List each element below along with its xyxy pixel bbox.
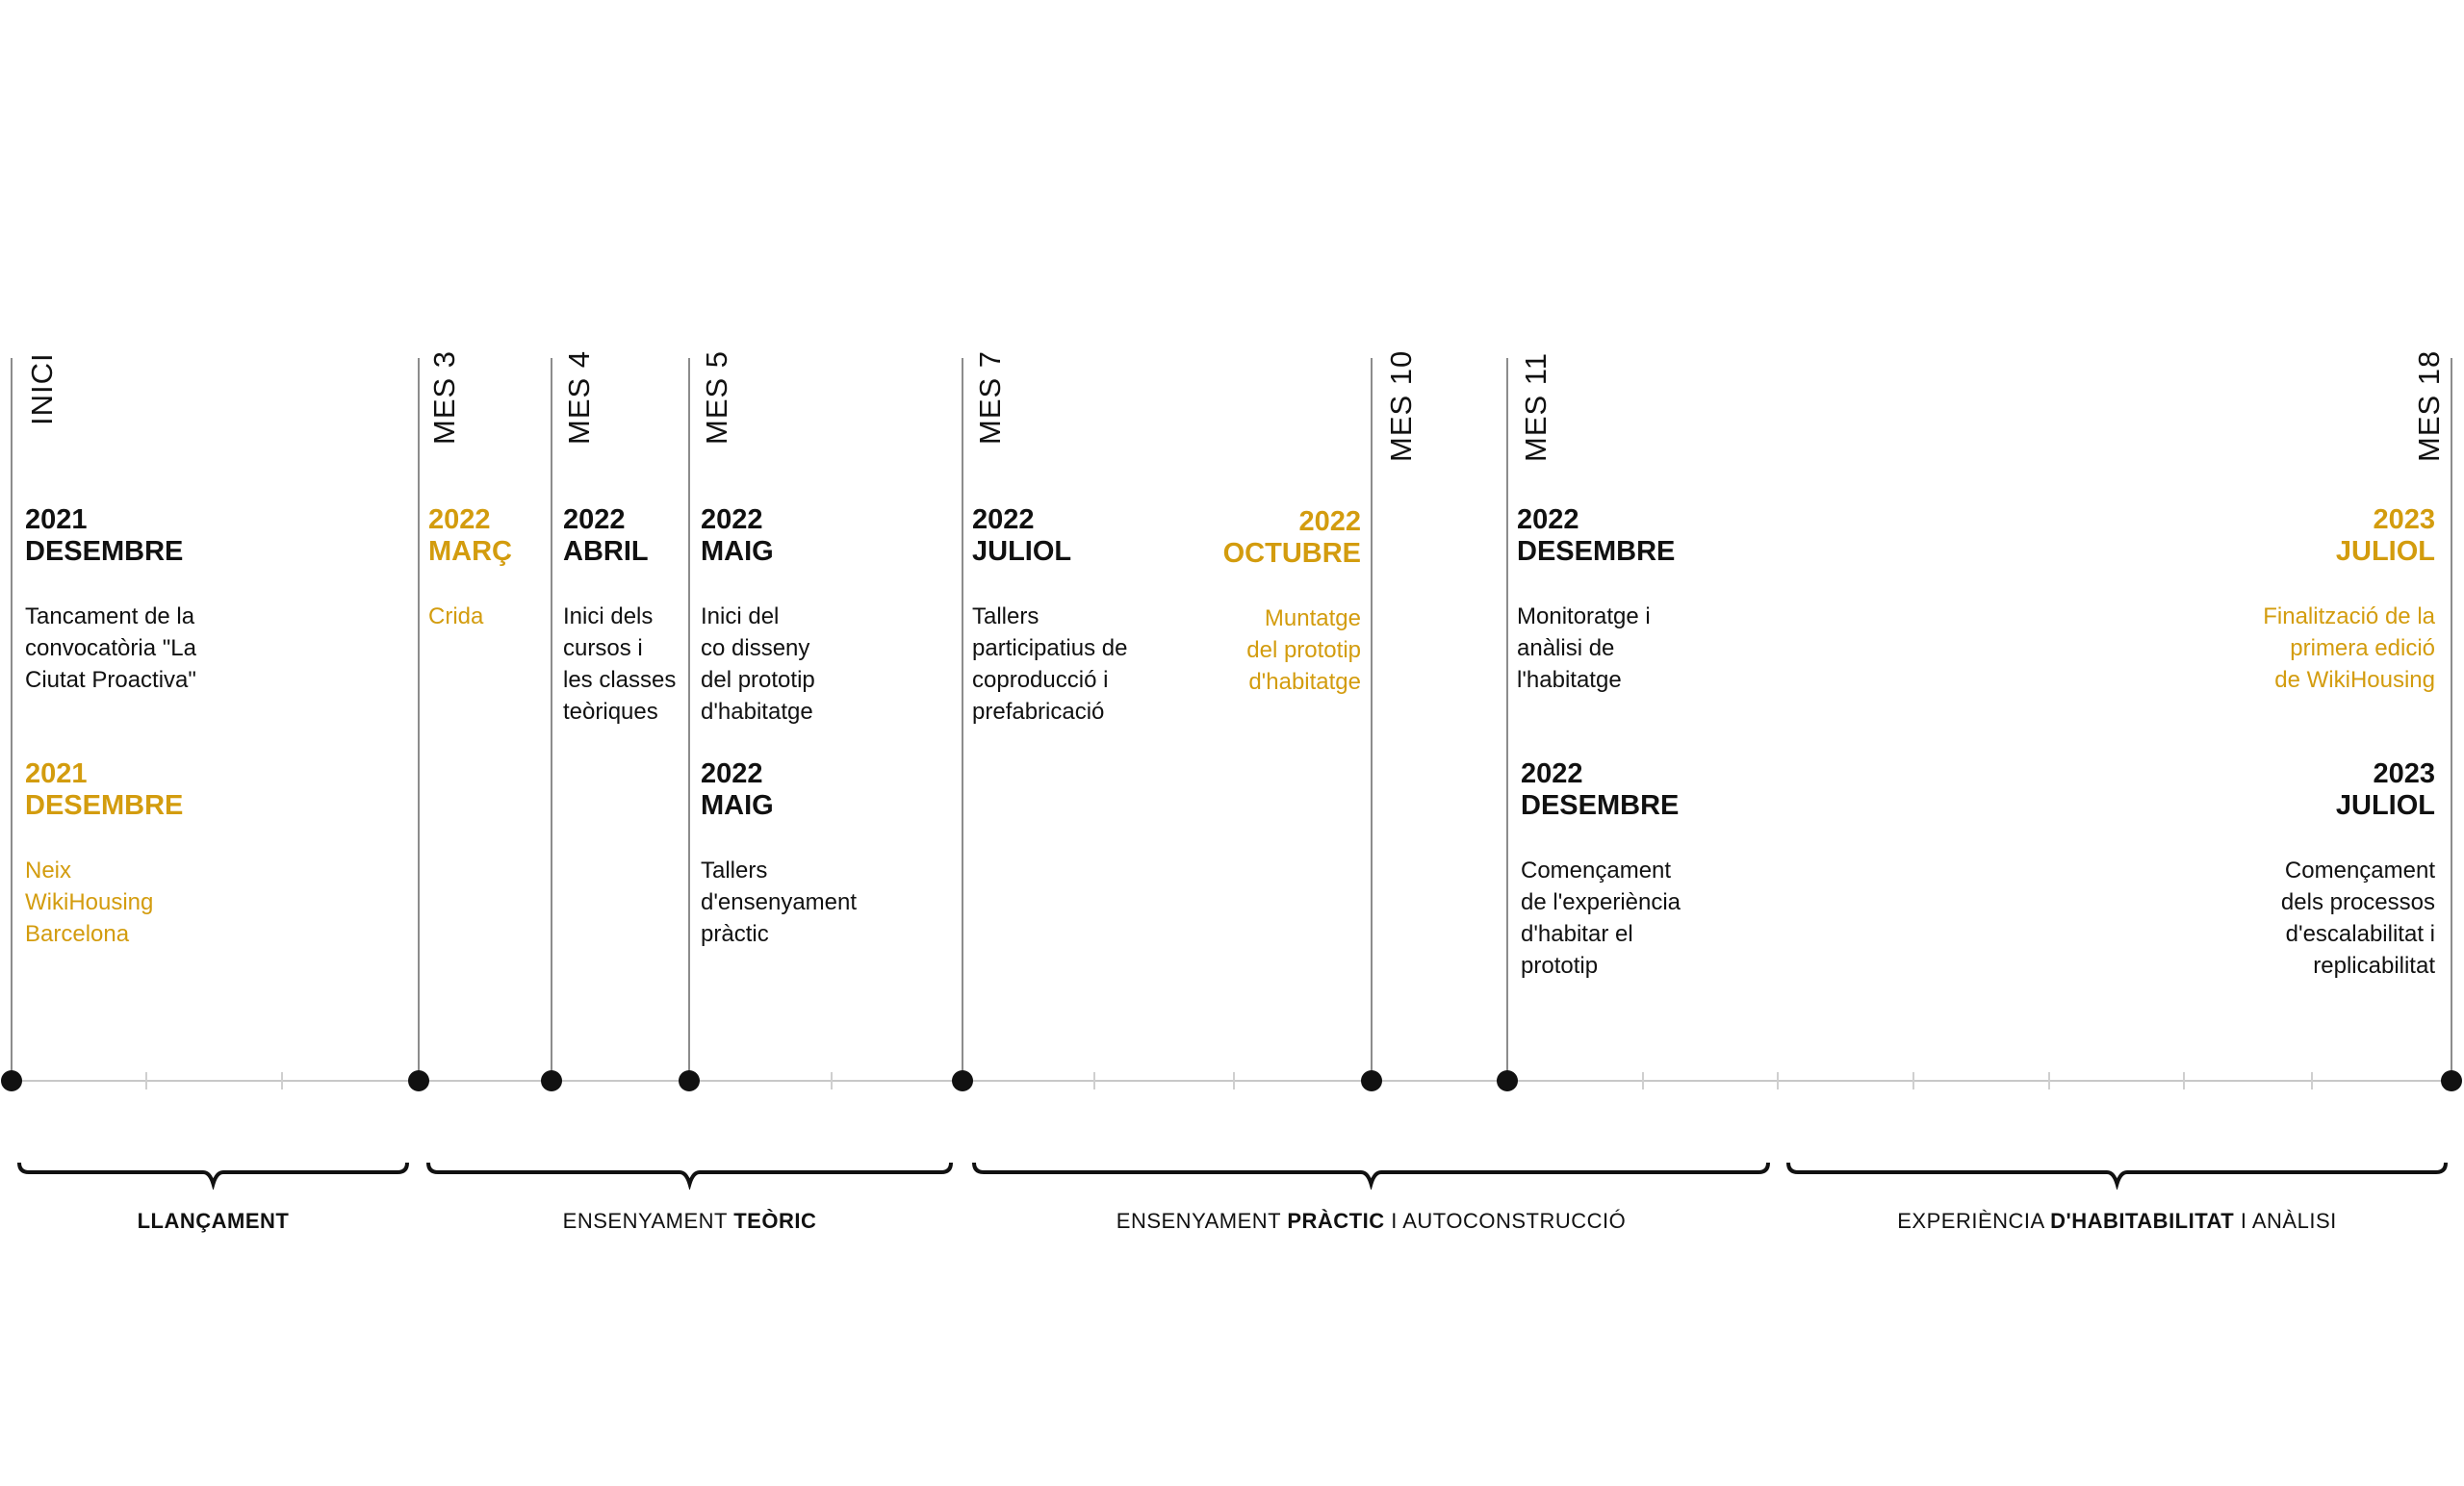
event-year: 2022	[1298, 506, 1361, 537]
month-label-mes-11: MES 11	[1519, 352, 1553, 462]
axis-tick	[1093, 1072, 1095, 1089]
event-year: 2022	[701, 758, 763, 789]
milestone-line	[551, 358, 552, 1082]
event-month: DESEMBRE	[25, 790, 184, 821]
axis-tick	[145, 1072, 147, 1089]
milestone-dot	[952, 1070, 973, 1091]
phase-bracket-habitability	[1786, 1162, 2448, 1190]
milestone-dot	[2441, 1070, 2462, 1091]
event-month: OCTUBRE	[1222, 538, 1361, 569]
event-year: 2022	[972, 504, 1035, 535]
milestone-dot	[1, 1070, 22, 1091]
event-description: Muntatge del prototip d'habitatge	[1246, 605, 1361, 695]
event-month: JULIOL	[972, 536, 1072, 567]
month-label-mes-4: MES 4	[562, 349, 596, 445]
event-year: 2022	[428, 504, 491, 535]
event-year: 2021	[25, 504, 88, 535]
axis-tick	[281, 1072, 283, 1089]
axis-tick	[1777, 1072, 1779, 1089]
month-label-mes-5: MES 5	[700, 349, 733, 445]
event-month: JULIOL	[2335, 536, 2435, 567]
event-description: Neix WikiHousing Barcelona	[25, 858, 154, 947]
timeline-axis	[12, 1080, 2451, 1082]
axis-tick	[1642, 1072, 1644, 1089]
event-year: 2023	[2373, 758, 2435, 789]
month-label-mes-18: MES 18	[2412, 349, 2446, 462]
milestone-dot	[541, 1070, 562, 1091]
milestone-dot	[1361, 1070, 1382, 1091]
event-month: DESEMBRE	[1517, 536, 1676, 567]
event-month: ABRIL	[563, 536, 649, 567]
milestone-line	[688, 358, 690, 1082]
event-year: 2022	[1521, 758, 1583, 789]
event-year: 2022	[1517, 504, 1579, 535]
event-date: 2022 MARÇ	[428, 504, 512, 568]
milestone-line	[962, 358, 963, 1082]
axis-tick	[831, 1072, 833, 1089]
axis-tick	[2311, 1072, 2313, 1089]
event-date: 2022 OCTUBRE	[1020, 506, 1361, 570]
milestone-line	[11, 358, 13, 1082]
month-label-inici: INICI	[25, 352, 59, 425]
event-month: MAIG	[701, 790, 774, 821]
event-date: 2022 ABRIL	[563, 504, 649, 568]
phase-label-theory: ENSENYAMENT TEÒRIC	[562, 1209, 817, 1233]
event-month: MAIG	[701, 536, 774, 567]
event-month: JULIOL	[2335, 790, 2435, 821]
phase-label-launch: LLANÇAMENT	[137, 1209, 290, 1233]
phase-bracket-theory	[426, 1162, 953, 1190]
event-date: 2021 DESEMBRE	[25, 504, 183, 568]
event-description: Tallers d'ensenyament pràctic	[701, 858, 858, 947]
event-month: DESEMBRE	[25, 536, 184, 567]
phase-bracket-practice	[972, 1162, 1770, 1190]
month-label-mes-10: MES 10	[1384, 349, 1418, 462]
milestone-dot	[1497, 1070, 1518, 1091]
milestone-line	[418, 358, 420, 1082]
phase-label-habitability: EXPERIÈNCIA D'HABITABILITAT I ANÀLISI	[1897, 1209, 2337, 1233]
event-description: Crida	[428, 603, 484, 629]
phase-label-practice: ENSENYAMENT PRÀCTIC I AUTOCONSTRUCCIÓ	[1116, 1209, 1627, 1233]
event-date: 2023 JULIOL	[2118, 758, 2435, 822]
event-description: Tancament de la convocatòria "La Ciutat …	[25, 603, 196, 693]
event-month: DESEMBRE	[1521, 790, 1680, 821]
event-year: 2022	[563, 504, 626, 535]
milestone-dot	[408, 1070, 429, 1091]
milestone-dot	[679, 1070, 700, 1091]
month-label-mes-3: MES 3	[427, 349, 461, 445]
milestone-line	[2451, 358, 2452, 1082]
event-description: Començament dels processos d'escalabilit…	[2280, 858, 2435, 979]
event-date: 2022 MAIG	[701, 758, 774, 822]
event-year: 2021	[25, 758, 88, 789]
phase-bracket-launch	[17, 1162, 409, 1190]
event-date: 2023 JULIOL	[2118, 504, 2435, 568]
event-date: 2022 DESEMBRE	[1517, 504, 1675, 568]
event-description: Inici dels cursos i les classes teòrique…	[563, 603, 677, 725]
axis-tick	[1912, 1072, 1914, 1089]
event-year: 2022	[701, 504, 763, 535]
event-description: Començament de l'experiència d'habitar e…	[1521, 858, 1681, 979]
event-description: Finalització de la primera edició de Wik…	[2263, 603, 2435, 693]
event-date: 2021 DESEMBRE	[25, 758, 183, 822]
event-date: 2022 DESEMBRE	[1521, 758, 1679, 822]
event-date: 2022 MAIG	[701, 504, 774, 568]
event-description: Monitoratge i anàlisi de l'habitatge	[1517, 603, 1651, 693]
axis-tick	[1233, 1072, 1235, 1089]
month-label-mes-7: MES 7	[973, 349, 1007, 445]
event-description: Tallers participatius de coproducció i p…	[972, 603, 1128, 725]
event-description: Inici del co disseny del prototip d'habi…	[701, 603, 815, 725]
axis-tick	[2183, 1072, 2185, 1089]
milestone-line	[1371, 358, 1373, 1082]
axis-tick	[2048, 1072, 2050, 1089]
milestone-line	[1506, 358, 1508, 1082]
event-month: MARÇ	[428, 536, 512, 567]
event-year: 2023	[2373, 504, 2435, 535]
event-date: 2022 JULIOL	[972, 504, 1071, 568]
